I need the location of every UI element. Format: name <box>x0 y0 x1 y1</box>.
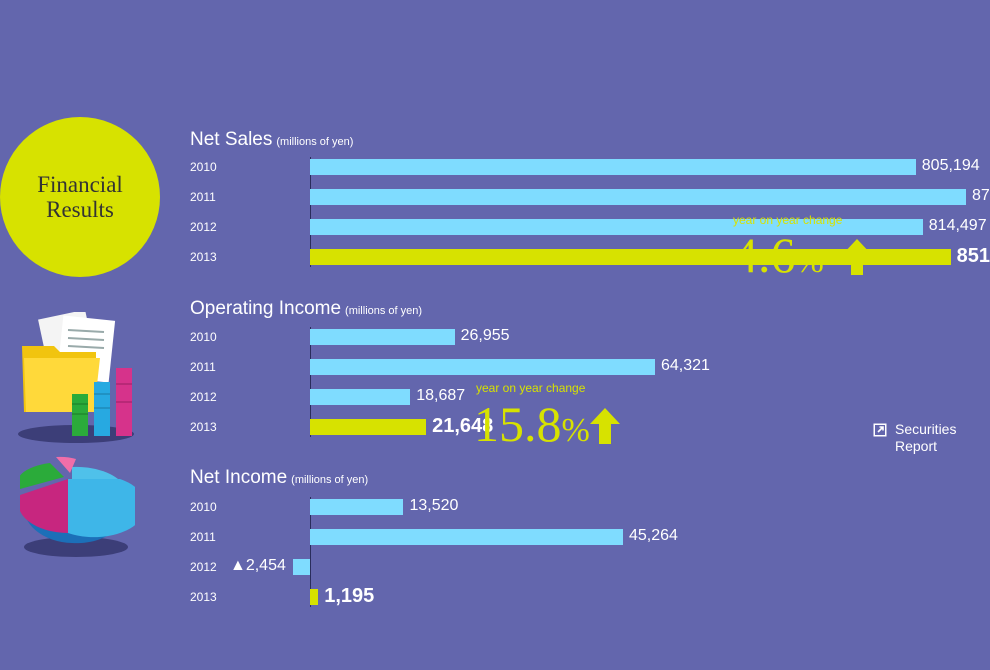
badge-line-2: Results <box>46 197 114 222</box>
net-sales-value-label: 814,497 <box>928 217 987 234</box>
pie-chart-icon <box>20 456 135 557</box>
net-sales-year-label: 2011 <box>190 190 216 204</box>
operating-income-value-label: 64,321 <box>661 357 710 374</box>
net-income-value-label: ▲2,454 <box>230 557 286 574</box>
arrow-up-icon <box>590 408 620 444</box>
operating-income-yoy-label: year on year change <box>476 381 586 395</box>
securities-report-line-1: Securities <box>895 421 957 437</box>
net-sales-value-label: 871,943 <box>972 187 990 204</box>
net-sales-bar-2010 <box>310 159 916 175</box>
net-income-unit: (millions of yen) <box>291 474 369 486</box>
badge-line-1: Financial <box>37 172 123 197</box>
net-sales-bar-2012 <box>310 219 923 235</box>
net-income-bar-2011 <box>310 529 623 545</box>
net-income-bar-2010 <box>310 499 404 515</box>
net-sales-yoy-value: 4.6% <box>733 230 824 287</box>
folder-chart-icon <box>18 312 134 443</box>
net-sales-yoy-label: year on year change <box>733 213 843 227</box>
net-sales-title: Net Sales (millions of yen) <box>190 129 353 151</box>
net-income-title-text: Net Income <box>190 467 288 488</box>
net-sales-year-label: 2012 <box>190 220 217 234</box>
operating-income-bar-2013 <box>310 419 427 435</box>
external-link-icon <box>873 423 887 437</box>
operating-income-bar-2011 <box>310 359 655 375</box>
operating-income-yoy-number: 15.8 <box>474 396 562 452</box>
net-sales-value-label: 805,194 <box>921 157 980 174</box>
securities-report-link[interactable]: Securities Report <box>873 421 956 455</box>
net-sales-yoy-percent: % <box>795 243 824 280</box>
operating-income-bar-2010 <box>310 329 455 345</box>
operating-income-title-text: Operating Income <box>190 298 342 319</box>
operating-income-value-label: 26,955 <box>460 327 510 344</box>
net-sales-title-text: Net Sales <box>190 129 273 150</box>
net-income-value-label: 1,195 <box>324 585 375 607</box>
net-income-bar-2012 <box>293 559 310 575</box>
operating-income-year-label: 2012 <box>190 390 217 404</box>
net-income-value-label: 13,520 <box>409 497 459 514</box>
net-income-value-label: 45,264 <box>629 527 678 544</box>
operating-income-title: Operating Income (millions of yen) <box>190 298 422 320</box>
operating-income-yoy-percent: % <box>561 412 590 449</box>
operating-income-value-label: 18,687 <box>416 387 466 404</box>
operating-income-value-label: 21,648 <box>432 415 494 437</box>
net-income-title: Net Income (millions of yen) <box>190 467 368 489</box>
net-income-bar-2013 <box>310 589 319 605</box>
net-income-year-label: 2010 <box>190 500 217 514</box>
net-sales-year-label: 2013 <box>190 250 217 264</box>
net-income-year-label: 2011 <box>190 530 216 544</box>
operating-income-year-label: 2011 <box>190 360 216 374</box>
operating-income-unit: (millions of yen) <box>345 305 423 317</box>
net-sales-yoy-number: 4.6 <box>733 227 796 283</box>
net-income-year-label: 2012 <box>190 560 217 574</box>
operating-income-axis <box>310 327 311 437</box>
operating-income-year-label: 2013 <box>190 420 217 434</box>
operating-income-yoy-value: 15.8% <box>474 399 590 456</box>
operating-income-bar-2012 <box>310 389 411 405</box>
arrow-up-icon <box>842 239 872 275</box>
net-sales-value-label: 851,575 <box>956 245 990 267</box>
net-sales-unit: (millions of yen) <box>276 136 354 148</box>
net-sales-bar-2011 <box>310 189 966 205</box>
financial-results-badge: Financial Results <box>0 117 160 277</box>
net-income-axis <box>310 497 311 607</box>
net-sales-bar-2013 <box>310 249 951 265</box>
net-sales-year-label: 2010 <box>190 160 217 174</box>
securities-report-line-2: Report <box>895 438 938 454</box>
net-sales-axis <box>310 157 311 267</box>
net-income-year-label: 2013 <box>190 590 217 604</box>
operating-income-year-label: 2010 <box>190 330 217 344</box>
